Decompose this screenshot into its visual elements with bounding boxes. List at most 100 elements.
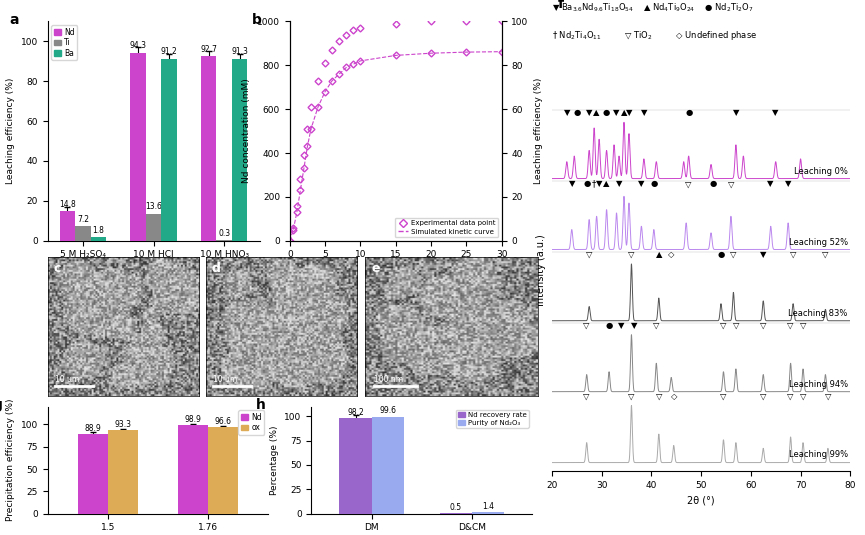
Text: 13.6: 13.6: [145, 202, 162, 211]
Text: ▽: ▽: [653, 321, 660, 330]
Bar: [131, 53, 146, 241]
Bar: [146, 213, 161, 241]
Text: ▼: ▼: [586, 109, 593, 117]
Text: f: f: [558, 0, 564, 11]
Text: Leaching 99%: Leaching 99%: [789, 450, 848, 460]
Y-axis label: Percentage (%): Percentage (%): [270, 425, 279, 495]
Bar: [108, 430, 138, 514]
Text: g: g: [0, 398, 3, 412]
Text: ▼: ▼: [631, 321, 638, 330]
Text: 92.7: 92.7: [200, 44, 217, 54]
Text: ●: ●: [603, 109, 610, 117]
Text: ▽: ▽: [721, 321, 727, 330]
Text: ▽: ▽: [628, 250, 635, 259]
Text: Leaching 83%: Leaching 83%: [788, 309, 848, 318]
Text: ▼: ▼: [733, 109, 740, 117]
Text: 99.6: 99.6: [379, 406, 396, 415]
Text: ▽: ▽: [656, 392, 662, 401]
Text: Leaching 94%: Leaching 94%: [789, 380, 848, 388]
Text: ◇: ◇: [668, 250, 675, 259]
Text: ▼: ▼: [596, 179, 602, 188]
Text: ▼ Ba$_{3.6}$Nd$_{9.6}$Ti$_{18}$O$_{54}$    ▲ Nd$_{4}$Ti$_{9}$O$_{24}$    ● Nd$_{: ▼ Ba$_{3.6}$Nd$_{9.6}$Ti$_{18}$O$_{54}$ …: [552, 1, 753, 14]
Text: ▽: ▽: [824, 392, 831, 401]
Y-axis label: Precipitation efficiency (%): Precipitation efficiency (%): [6, 399, 15, 521]
Text: †: †: [592, 179, 596, 188]
Text: ▽: ▽: [721, 392, 727, 401]
Text: Leaching 52%: Leaching 52%: [789, 238, 848, 247]
Y-axis label: Leaching efficiency (%): Leaching efficiency (%): [535, 78, 543, 184]
Bar: [471, 512, 504, 514]
Text: 96.6: 96.6: [215, 417, 232, 426]
Text: ▽: ▽: [730, 250, 737, 259]
Text: 91.3: 91.3: [231, 47, 248, 56]
Text: ●: ●: [717, 250, 725, 259]
Text: ▼: ▼: [641, 109, 647, 117]
Bar: [60, 211, 75, 241]
Text: e: e: [372, 262, 381, 276]
Bar: [78, 434, 108, 514]
Y-axis label: Leaching efficiency (%): Leaching efficiency (%): [6, 78, 15, 184]
Text: a: a: [10, 13, 19, 27]
Text: ●: ●: [606, 321, 612, 330]
Text: ●: ●: [573, 109, 580, 117]
Text: 10 μm: 10 μm: [214, 375, 238, 384]
Text: ▽: ▽: [583, 392, 590, 401]
Text: ▽: ▽: [628, 392, 635, 401]
Text: 98.9: 98.9: [184, 415, 202, 424]
Text: 88.9: 88.9: [84, 424, 101, 433]
Text: ●: ●: [710, 179, 717, 188]
Text: ▼: ▼: [616, 179, 622, 188]
Bar: [75, 226, 91, 241]
Legend: Nd, Ti, Ba: Nd, Ti, Ba: [51, 25, 77, 60]
Text: ▽: ▽: [685, 179, 692, 188]
X-axis label: Time (h): Time (h): [377, 265, 414, 274]
Text: ●: ●: [650, 179, 657, 188]
Text: 1.4: 1.4: [482, 502, 494, 511]
Y-axis label: Nd concentration (mM): Nd concentration (mM): [242, 79, 252, 184]
Text: 98.2: 98.2: [347, 408, 364, 417]
Text: ▲: ▲: [621, 109, 627, 117]
Bar: [208, 427, 238, 514]
Text: ▽: ▽: [787, 392, 794, 401]
Text: ▽: ▽: [583, 321, 590, 330]
Text: ▽: ▽: [790, 250, 797, 259]
Text: ▼: ▼: [760, 250, 766, 259]
Text: 10 μm: 10 μm: [55, 375, 80, 384]
Text: b: b: [252, 13, 261, 27]
Text: ▽: ▽: [822, 250, 829, 259]
Text: ▼: ▼: [618, 321, 625, 330]
Bar: [216, 240, 232, 241]
Text: ●: ●: [685, 109, 692, 117]
Text: ▽: ▽: [787, 321, 794, 330]
Text: c: c: [54, 262, 61, 276]
Bar: [161, 59, 176, 241]
Text: ▽: ▽: [760, 392, 766, 401]
Text: ▲: ▲: [656, 250, 662, 259]
Legend: Experimental data point, Simulated kinetic curve: Experimental data point, Simulated kinet…: [395, 218, 498, 238]
Text: ▽: ▽: [800, 321, 806, 330]
Text: † Nd$_{2}$Ti$_{4}$O$_{11}$         ▽ TiO$_{2}$         ◇ Undefined phase: † Nd$_{2}$Ti$_{4}$O$_{11}$ ▽ TiO$_{2}$ ◇…: [552, 29, 757, 42]
Text: 1.8: 1.8: [93, 226, 105, 235]
Text: 100 nm: 100 nm: [374, 375, 403, 384]
Legend: Nd recovery rate, Purity of Nd₂O₃: Nd recovery rate, Purity of Nd₂O₃: [456, 410, 529, 427]
Text: 93.3: 93.3: [114, 420, 131, 429]
Bar: [372, 417, 404, 514]
Text: ▽: ▽: [727, 179, 734, 188]
Bar: [178, 425, 208, 514]
Text: Leaching 0%: Leaching 0%: [794, 167, 848, 176]
Text: ▼: ▼: [638, 179, 644, 188]
Text: 94.3: 94.3: [130, 41, 146, 50]
Text: 14.8: 14.8: [59, 200, 76, 209]
Text: ▽: ▽: [586, 250, 593, 259]
Text: ▼: ▼: [625, 109, 632, 117]
Text: ◇: ◇: [670, 392, 677, 401]
Text: ▲: ▲: [593, 109, 600, 117]
Text: ●: ●: [583, 179, 590, 188]
Text: 0.5: 0.5: [450, 503, 462, 511]
Text: 7.2: 7.2: [77, 215, 89, 224]
X-axis label: 2θ (°): 2θ (°): [688, 495, 714, 505]
Bar: [232, 59, 247, 241]
Text: ▽: ▽: [733, 321, 740, 330]
Bar: [91, 237, 106, 241]
Text: 91.2: 91.2: [161, 48, 177, 57]
